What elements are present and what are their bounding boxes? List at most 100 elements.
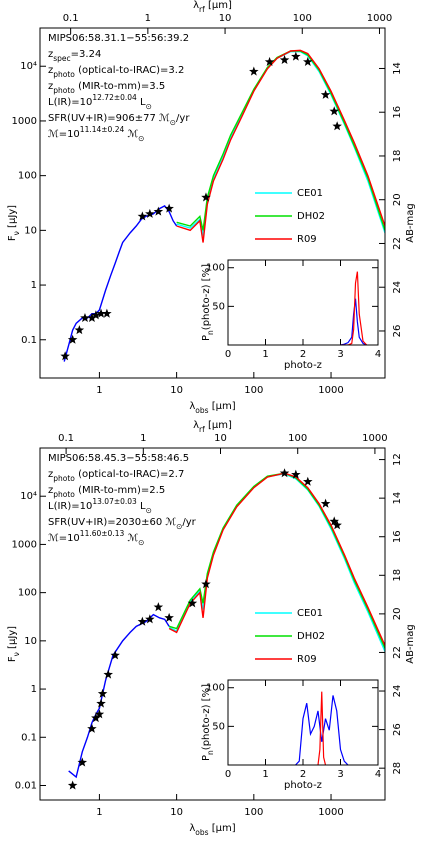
star-marker xyxy=(94,709,105,719)
star-marker xyxy=(91,310,101,320)
annotation-part: 11.60±0.13 xyxy=(80,529,125,538)
x-axis-title-part: λ xyxy=(189,823,195,834)
annotation-part: photo xyxy=(53,474,75,483)
y2-tick-label: 28 xyxy=(392,762,403,775)
annotation-part: L xyxy=(137,501,146,512)
star-marker xyxy=(110,650,120,660)
star-marker xyxy=(320,498,331,508)
x-tick-label: 1000 xyxy=(318,385,343,396)
annotation: ℳ=1011.60±0.13 ℳ⊙ xyxy=(48,529,144,547)
y-axis-title: Fν [µJy] xyxy=(7,205,21,241)
star-marker xyxy=(201,579,211,589)
y-tick-label: 100 xyxy=(206,683,225,694)
annotation-part: (MIR-to-mm)=2.5 xyxy=(75,485,165,496)
x2-axis-title: λrf [µm] xyxy=(193,0,232,14)
x-axis-title-part: obs xyxy=(195,828,208,837)
y-tick-label: 1 xyxy=(31,684,37,695)
x-tick-label: 4 xyxy=(375,349,381,360)
inset-y-title-part: P xyxy=(201,335,212,341)
inset-x-title: photo-z xyxy=(284,360,322,371)
y-tick-label: 10 xyxy=(24,225,37,236)
annotation-part: ℳ=10 xyxy=(48,129,80,140)
star-marker xyxy=(87,312,97,323)
y-tick-label: 50 xyxy=(212,721,225,732)
star-marker xyxy=(67,334,78,344)
star-marker xyxy=(74,325,85,335)
annotation-part: L xyxy=(137,97,146,108)
annotation-part: (optical-to-IRAC)=3.2 xyxy=(75,65,184,76)
y2-tick-label: 22 xyxy=(392,237,403,250)
annotation-part: ℳ xyxy=(124,129,138,140)
y-tick-label: 0.01 xyxy=(15,780,37,791)
y-axis-title-part: ν xyxy=(12,231,21,235)
annotation-part: ℳ=10 xyxy=(48,533,80,544)
annotation: SFR(UV+IR)=2030±60 ℳ⊙/yr xyxy=(48,517,197,531)
star-marker xyxy=(87,723,97,733)
x2-axis-title-part: [µm] xyxy=(205,0,232,11)
annotation-part: ℳ xyxy=(124,533,138,544)
annotation: zspec=3.24 xyxy=(48,49,101,63)
inset-y-title-part: (photo-z) [%] xyxy=(201,264,212,330)
annotation-part: z xyxy=(48,81,53,92)
annotation-part: ⊙ xyxy=(170,118,176,127)
y2-tick-label: 18 xyxy=(392,569,403,582)
star-marker xyxy=(329,106,339,116)
annotation-part: z xyxy=(48,49,53,60)
y-axis-title-part: F xyxy=(7,235,18,241)
x-tick-label: 1 xyxy=(262,769,268,780)
star-marker xyxy=(303,476,313,486)
y2-axis-title-part: AB-mag xyxy=(405,203,416,243)
star-marker xyxy=(279,55,290,65)
y-tick-label: 1000 xyxy=(12,539,37,550)
annotation: L(IR)=1013.07±0.03 L⊙ xyxy=(48,497,152,515)
y2-axis-title: AB-mag xyxy=(405,203,416,243)
inset-y-title: Pn(photo-z) [%] xyxy=(201,684,215,761)
annotation-part: 11.14±0.24 xyxy=(80,125,125,134)
series-line xyxy=(176,50,385,231)
annotation-part: (optical-to-IRAC)=2.7 xyxy=(75,469,184,480)
x-axis-title: λobs [µm] xyxy=(189,401,235,415)
annotation-part: z xyxy=(48,65,53,76)
annotation: MIPS06:58.31.1−55:56:39.2 xyxy=(48,33,189,44)
annotation-part: =3.24 xyxy=(71,49,102,60)
star-marker xyxy=(164,203,174,213)
y2-tick-label: 16 xyxy=(392,106,403,119)
star-marker xyxy=(329,516,339,526)
x-tick-label: 0 xyxy=(225,349,231,360)
star-marker xyxy=(279,468,290,478)
x-tick-label: 1000 xyxy=(318,807,343,818)
x-tick-label: 100 xyxy=(244,807,263,818)
star-marker xyxy=(291,469,301,479)
x-tick-label: 2 xyxy=(300,769,306,780)
star-marker xyxy=(187,598,198,608)
annotation-part: ⊙ xyxy=(138,134,144,143)
star-marker xyxy=(303,56,313,66)
star-marker xyxy=(145,208,155,218)
annotation-part: 13.07±0.03 xyxy=(92,497,137,506)
y2-tick-label: 14 xyxy=(392,492,403,505)
annotation-part: SFR(UV+IR)=906±77 ℳ xyxy=(48,113,170,124)
x2-tick-label: 100 xyxy=(288,433,307,444)
y-tick-label: 10⁴ xyxy=(20,61,37,72)
y-tick-label: 10⁴ xyxy=(20,491,37,502)
y2-tick-label: 14 xyxy=(392,62,403,75)
series-line xyxy=(68,613,170,779)
series-line xyxy=(63,205,178,362)
x-axis-title-part: λ xyxy=(189,401,195,412)
x2-tick-label: 1000 xyxy=(362,433,387,444)
y-tick-label: 10 xyxy=(24,636,37,647)
x-tick-label: 0 xyxy=(225,769,231,780)
annotation: MIPS06:58.45.3−55:58:46.5 xyxy=(48,453,189,464)
series-line xyxy=(176,49,385,243)
x2-tick-label: 100 xyxy=(293,13,312,24)
y-tick-label: 100 xyxy=(206,263,225,274)
annotation-part: spec xyxy=(53,54,70,63)
star-marker xyxy=(103,669,113,679)
annotation: SFR(UV+IR)=906±77 ℳ⊙/yr xyxy=(48,113,190,127)
star-marker xyxy=(80,312,90,323)
annotation-part: 12.72±0.04 xyxy=(92,93,137,102)
y-axis-title-part: F xyxy=(7,656,18,662)
x2-axis-title-part: λ xyxy=(193,420,199,431)
star-marker xyxy=(249,66,259,76)
